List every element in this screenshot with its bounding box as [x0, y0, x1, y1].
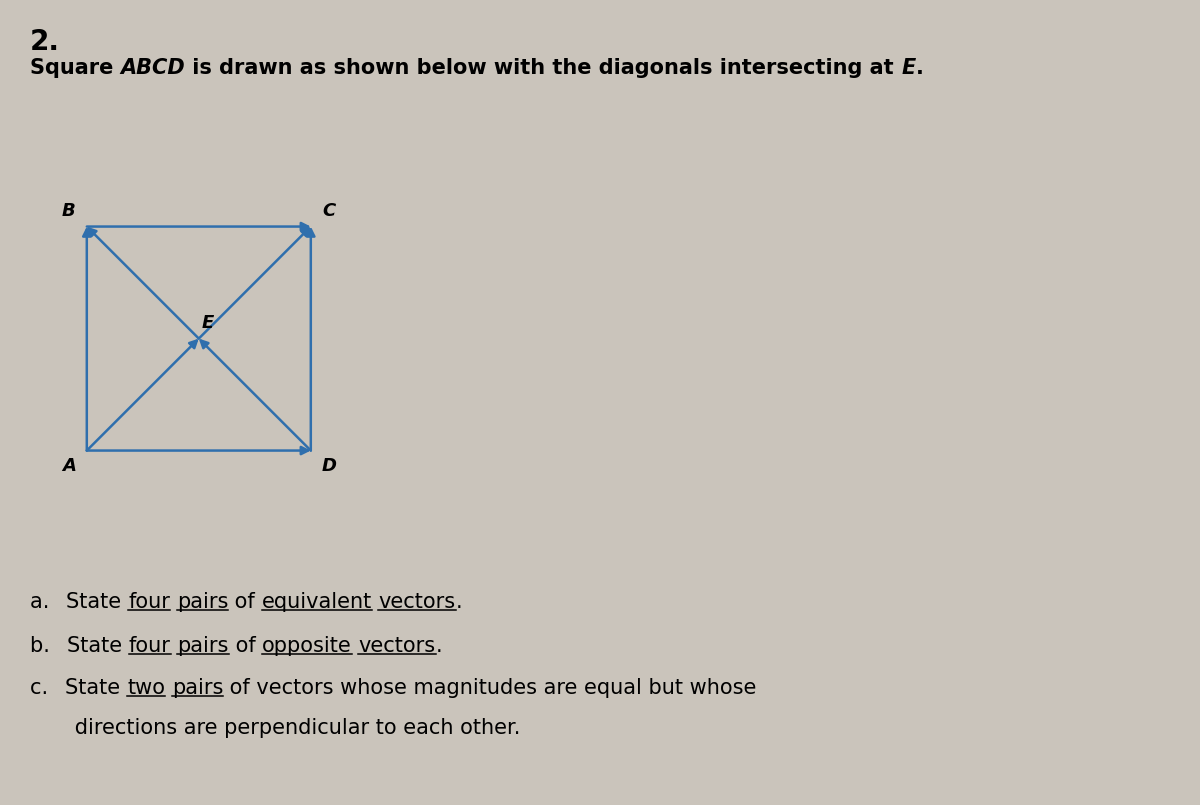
- Text: 2.: 2.: [30, 28, 60, 56]
- Text: .: .: [916, 58, 923, 78]
- Text: is drawn as shown below with the diagonals intersecting at: is drawn as shown below with the diagona…: [185, 58, 901, 78]
- Text: C: C: [322, 202, 335, 220]
- Text: b.: b.: [30, 636, 67, 656]
- Text: A: A: [62, 457, 76, 475]
- Text: pairs: pairs: [178, 636, 229, 656]
- Text: D: D: [322, 457, 336, 475]
- Text: State: State: [65, 678, 127, 698]
- Text: vectors: vectors: [359, 636, 436, 656]
- Text: E: E: [901, 58, 916, 78]
- Text: E: E: [202, 314, 214, 332]
- Text: .: .: [456, 592, 462, 612]
- Text: .: .: [436, 636, 442, 656]
- Text: directions are perpendicular to each other.: directions are perpendicular to each oth…: [30, 718, 521, 738]
- Text: a.: a.: [30, 592, 66, 612]
- Text: pairs: pairs: [176, 592, 228, 612]
- Text: c.: c.: [30, 678, 65, 698]
- Text: of vectors whose magnitudes are equal but whose: of vectors whose magnitudes are equal bu…: [223, 678, 756, 698]
- Text: vectors: vectors: [378, 592, 456, 612]
- Text: of: of: [228, 592, 262, 612]
- Text: pairs: pairs: [172, 678, 223, 698]
- Text: State: State: [66, 592, 128, 612]
- Text: four: four: [128, 592, 170, 612]
- Text: Square: Square: [30, 58, 121, 78]
- Text: of: of: [229, 636, 262, 656]
- Text: two: two: [127, 678, 166, 698]
- Text: State: State: [67, 636, 128, 656]
- Text: four: four: [128, 636, 170, 656]
- Text: equivalent: equivalent: [262, 592, 372, 612]
- Text: ABCD: ABCD: [121, 58, 185, 78]
- Text: opposite: opposite: [262, 636, 352, 656]
- Text: B: B: [62, 202, 76, 220]
